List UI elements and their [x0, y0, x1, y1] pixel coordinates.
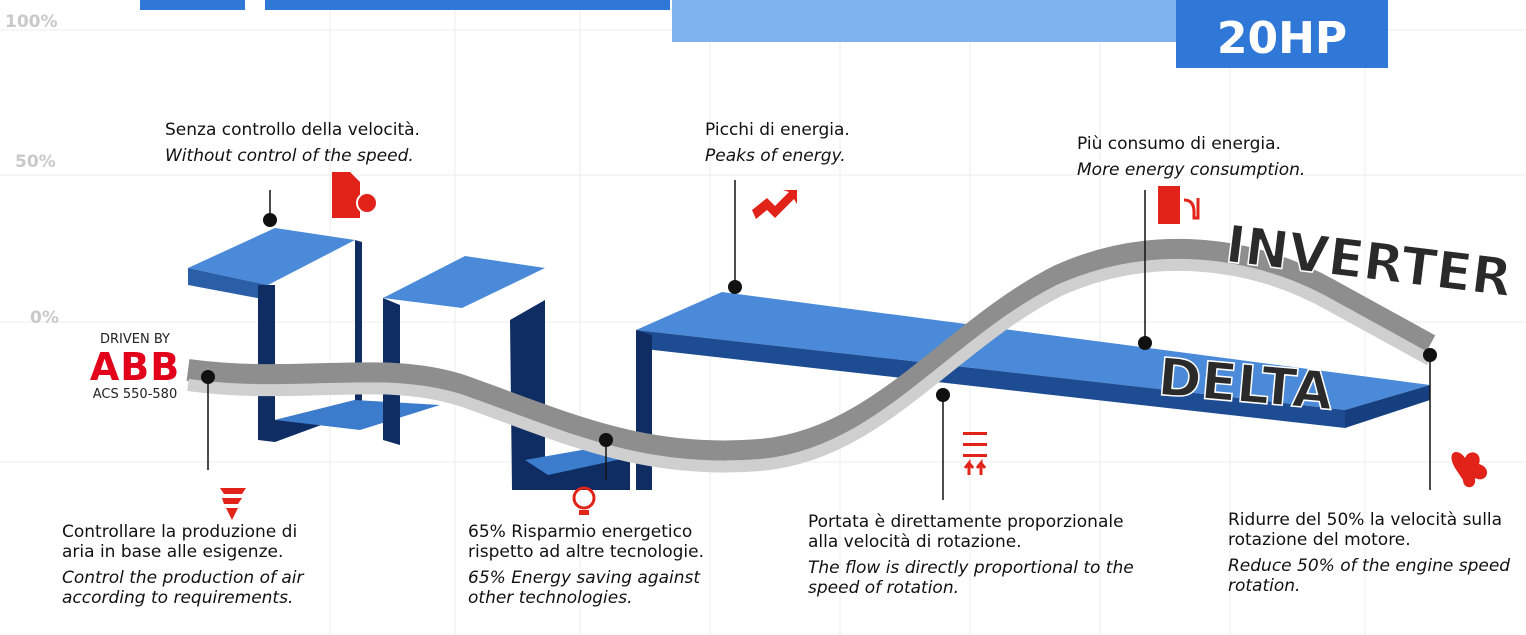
callout: Controllare la produzione di aria in bas… — [62, 522, 332, 608]
brand-logo: ABB — [89, 345, 181, 389]
callout-it: Portata è direttamente proporzionale all… — [808, 512, 1124, 552]
header-block — [140, 0, 245, 10]
callout-en: Peaks of energy. — [705, 146, 846, 166]
brand: DRIVEN BY ABB ACS 550-580 — [80, 332, 190, 402]
axis-label: 50% — [15, 152, 56, 172]
delta-ribbon — [188, 228, 1430, 490]
callout: 65% Risparmio energetico rispetto ad alt… — [468, 522, 738, 608]
leader-dots — [201, 213, 1437, 447]
callout-it: Più consumo di energia. — [1077, 134, 1281, 154]
callout: Picchi di energia. Peaks of energy. — [705, 120, 965, 166]
brand-prefix: DRIVEN BY — [100, 332, 170, 347]
callout-it: Ridurre del 50% la velocità sulla rotazi… — [1228, 510, 1503, 550]
header-block — [265, 0, 670, 10]
brand-model: ACS 550-580 — [92, 387, 178, 402]
callout: Senza controllo della velocità. Without … — [165, 120, 465, 166]
leader-lines — [207, 180, 1431, 500]
callout-en: 65% Energy saving against other technolo… — [468, 568, 701, 608]
callout-en: Reduce 50% of the engine speed rotation. — [1228, 556, 1511, 596]
callout: Portata è direttamente proporzionale all… — [808, 512, 1158, 598]
callout-en: The flow is directly proportional to the… — [808, 558, 1134, 598]
callout-it: Picchi di energia. — [705, 120, 850, 140]
callout: Più consumo di energia. More energy cons… — [1077, 134, 1377, 180]
callout-it: Senza controllo della velocità. — [165, 120, 420, 140]
callout-en: Without control of the speed. — [165, 146, 414, 166]
inverter-wave — [186, 238, 1436, 473]
callout-it: Controllare la produzione di aria in bas… — [62, 522, 298, 562]
axis-label: 100% — [5, 12, 58, 32]
icons — [220, 172, 1488, 520]
callout: Ridurre del 50% la velocità sulla rotazi… — [1228, 510, 1518, 596]
header-band — [672, 0, 1180, 42]
callout-it: 65% Risparmio energetico rispetto ad alt… — [468, 522, 704, 562]
badge: 20HP — [1176, 0, 1388, 68]
callout-en: Control the production of air according … — [62, 568, 304, 608]
callout-en: More energy consumption. — [1077, 160, 1306, 180]
axis-label: 0% — [30, 308, 59, 328]
